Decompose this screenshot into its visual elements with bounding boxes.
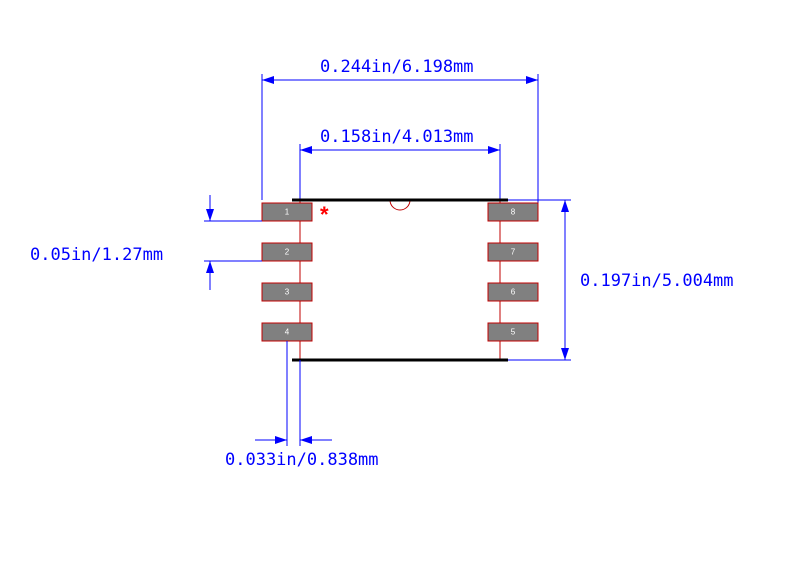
pad-6-num: 6	[511, 288, 516, 297]
pin1-marker: *	[320, 202, 329, 227]
footprint-diagram: 0.244in/6.198mm 0.158in/4.013mm 1 2 3 4 …	[0, 0, 800, 563]
dim-body-height: 0.197in/5.004mm	[508, 200, 734, 360]
dim-pad-pitch: 0.05in/1.27mm	[30, 195, 262, 290]
pad-5-num: 5	[511, 328, 516, 337]
pad-3-num: 3	[285, 288, 290, 297]
dim-overall-width-label: 0.244in/6.198mm	[320, 57, 474, 77]
pad-2-num: 2	[285, 248, 290, 257]
pad-7-num: 7	[511, 248, 516, 257]
dim-body-width-label: 0.158in/4.013mm	[320, 127, 474, 147]
pads-left: 1 2 3 4	[262, 203, 312, 341]
dim-pad-pitch-label: 0.05in/1.27mm	[30, 245, 163, 265]
pad-4-num: 4	[285, 328, 290, 337]
pads-right: 8 7 6 5	[488, 203, 538, 341]
dim-pad-edge-label: 0.033in/0.838mm	[225, 450, 379, 470]
pad-1-num: 1	[285, 208, 290, 217]
dim-body-height-label: 0.197in/5.004mm	[580, 271, 734, 291]
dim-body-width: 0.158in/4.013mm	[300, 127, 500, 200]
pad-8-num: 8	[511, 208, 516, 217]
package-body-outline	[300, 200, 500, 360]
